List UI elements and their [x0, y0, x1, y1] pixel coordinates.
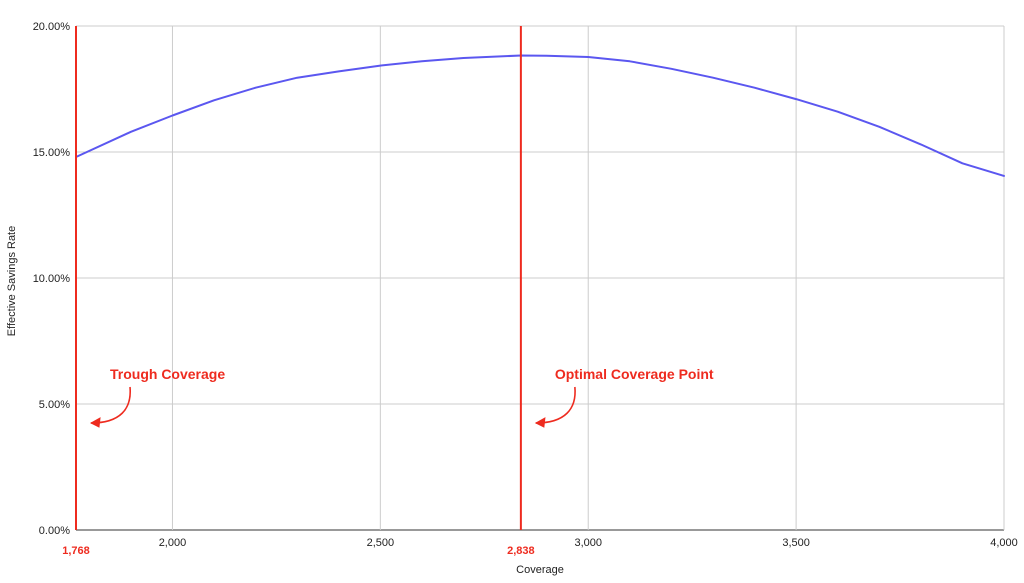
x-tick-label: 3,000 [574, 537, 602, 549]
series-line [75, 54, 1005, 177]
y-tick-label: 15.00% [33, 147, 71, 159]
x-tick-label: 2,000 [159, 537, 187, 549]
annotation-arrowhead [534, 417, 546, 428]
x-axis-ticks: 2,000 2,500 3,000 3,500 4,000 [159, 537, 1018, 549]
annotation-arrow [535, 386, 576, 424]
annotation-arrowhead [89, 417, 101, 428]
x-tick-label: 2,500 [367, 537, 395, 549]
marker-1: 1,768 Trough Coverage [62, 26, 225, 557]
marker-annotation: Optimal Coverage Point [555, 366, 714, 382]
y-axis-title: Effective Savings Rate [6, 226, 18, 336]
y-tick-label: 5.00% [39, 399, 70, 411]
annotation-arrow [90, 386, 131, 424]
x-tick-label: 4,000 [990, 537, 1018, 549]
gridlines [76, 25, 1005, 531]
y-tick-label: 0.00% [39, 525, 70, 537]
y-axis-ticks: 0.00% 5.00% 10.00% 15.00% 20.00% [33, 21, 71, 537]
marker-value-label: 1,768 [62, 545, 90, 557]
y-tick-label: 20.00% [33, 21, 71, 33]
marker-annotation: Trough Coverage [110, 366, 225, 382]
x-tick-label: 3,500 [782, 537, 810, 549]
series-layer [75, 54, 1005, 177]
marker-layer: 1,768 Trough Coverage 2,838 Optimal Coverag… [62, 26, 714, 557]
x-axis-title: Coverage [516, 564, 564, 576]
y-tick-label: 10.00% [33, 273, 71, 285]
marker-value-label: 2,838 [507, 545, 535, 557]
marker-2: 2,838 Optimal Coverage Point [507, 26, 714, 557]
